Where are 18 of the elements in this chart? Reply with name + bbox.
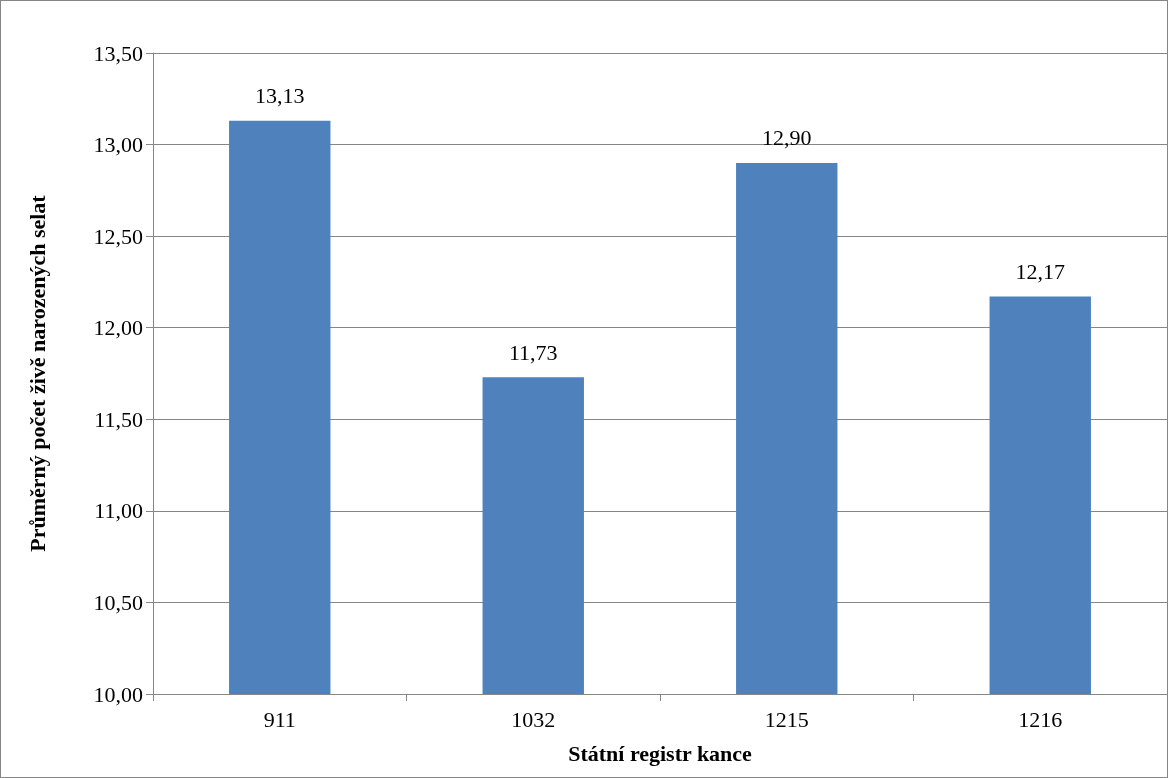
data-label: 13,13	[255, 83, 305, 109]
data-label: 12,90	[762, 125, 812, 151]
data-label: 12,17	[1015, 259, 1065, 285]
x-tick-label: 1216	[1018, 706, 1063, 732]
x-tick-label: 1215	[764, 706, 809, 732]
y-tick-label: 11,00	[94, 498, 143, 524]
data-label: 11,73	[508, 339, 558, 365]
x-tick-label: 911	[263, 706, 296, 732]
y-tick-label: 12,00	[93, 315, 143, 341]
x-tick-label: 1032	[511, 706, 556, 732]
y-axis-title: Průměrný počet živě narozených selat	[24, 194, 50, 552]
y-tick-label: 10,00	[93, 681, 143, 707]
y-tick-label: 10,50	[93, 589, 143, 615]
y-tick-label: 12,50	[93, 223, 143, 249]
y-tick-label: 13,00	[93, 132, 143, 158]
y-tick-label: 11,50	[94, 406, 143, 432]
x-axis-title: Státní registr kance	[568, 740, 753, 766]
y-tick-label: 13,50	[93, 40, 143, 66]
